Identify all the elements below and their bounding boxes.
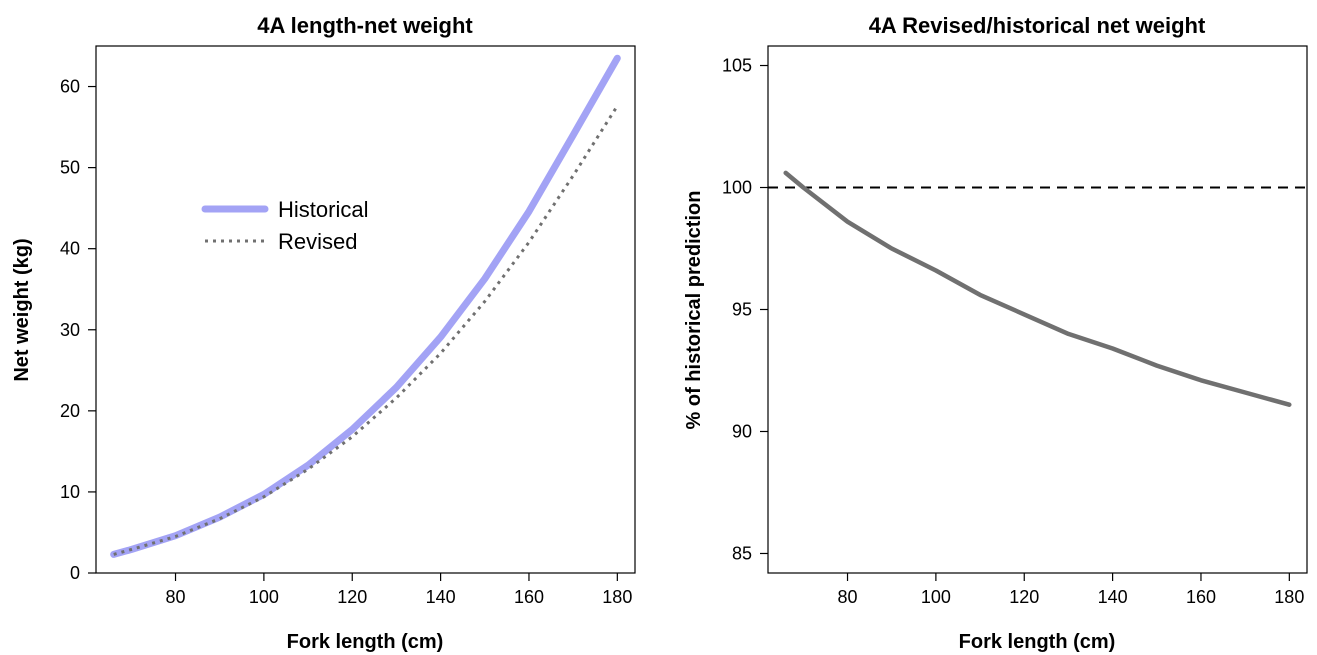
right-x-tick-label: 180 (1274, 587, 1304, 607)
right-x-tick-label: 160 (1186, 587, 1216, 607)
right-x-tick-label: 80 (838, 587, 858, 607)
left-y-tick-label: 0 (70, 563, 80, 583)
right-x-axis: 80 100 120 140 160 180 (838, 573, 1304, 607)
left-y-axis-label: Net weight (kg) (11, 238, 33, 381)
right-y-tick-label: 85 (732, 543, 752, 563)
right-series-group (783, 170, 1292, 407)
left-y-tick-label: 60 (60, 77, 80, 97)
right-x-tick-label: 140 (1098, 587, 1128, 607)
right-y-axis: 85 90 95 100 105 (722, 56, 768, 563)
left-series-group (110, 54, 621, 558)
left-x-tick-label: 80 (166, 587, 186, 607)
right-x-tick-label: 120 (1009, 587, 1039, 607)
right-x-axis-label: Fork length (cm) (959, 631, 1116, 653)
left-y-tick-label: 10 (60, 482, 80, 502)
left-x-axis: 80 100 120 140 160 180 (166, 573, 632, 607)
right-plot-frame (767, 45, 1308, 574)
right-series-ratio-line (783, 170, 1292, 407)
legend-revised-label: Revised (278, 229, 357, 254)
left-x-tick-label: 180 (602, 587, 632, 607)
right-y-axis-label: % of historical prediction (683, 191, 705, 430)
right-chart-title: 4A Revised/historical net weight (869, 13, 1206, 38)
left-plot-frame (95, 45, 636, 574)
left-panel: 4A length-net weight 80 100 120 140 160 180 0… (11, 13, 636, 653)
left-chart-title: 4A length-net weight (257, 13, 473, 38)
right-panel: 4A Revised/historical net weight 80 100 12… (683, 13, 1308, 653)
left-y-tick-label: 20 (60, 401, 80, 421)
left-series-revised-line (113, 105, 619, 556)
right-y-tick-label: 100 (722, 178, 752, 198)
left-x-tick-label: 140 (426, 587, 456, 607)
left-y-tick-label: 40 (60, 239, 80, 259)
left-y-tick-label: 30 (60, 320, 80, 340)
left-y-tick-label: 50 (60, 158, 80, 178)
left-x-tick-label: 120 (337, 587, 367, 607)
left-y-axis: 0 10 20 30 40 50 60 (60, 77, 96, 583)
left-x-axis-label: Fork length (cm) (287, 631, 444, 653)
left-x-tick-label: 160 (514, 587, 544, 607)
legend-historical-label: Historical (278, 197, 368, 222)
right-y-tick-label: 105 (722, 56, 752, 76)
left-x-tick-label: 100 (249, 587, 279, 607)
legend: Historical Revised (201, 197, 368, 254)
left-series-historical-line (110, 54, 621, 558)
right-y-tick-label: 90 (732, 421, 752, 441)
right-x-tick-label: 100 (921, 587, 951, 607)
right-y-tick-label: 95 (732, 300, 752, 320)
